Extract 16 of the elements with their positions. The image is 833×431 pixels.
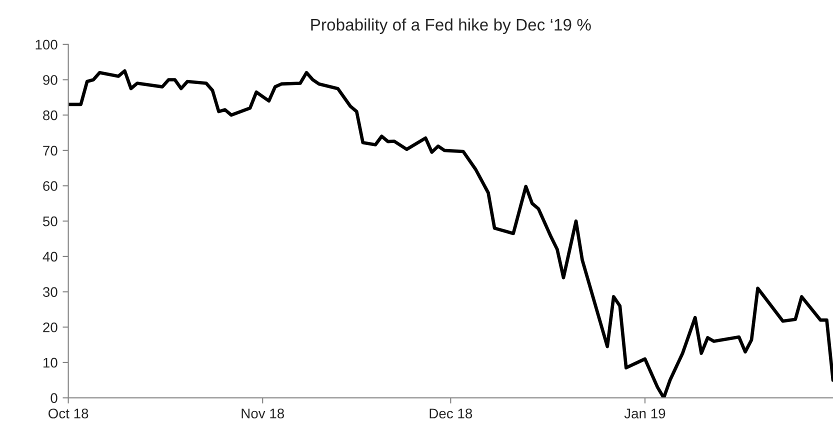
x-tick-label: Nov 18 — [242, 408, 284, 418]
y-tick-label: 50 — [43, 216, 58, 226]
y-tick-label: 90 — [43, 75, 58, 85]
y-tick-label: 100 — [36, 40, 58, 50]
x-tick-label: Dec 18 — [430, 408, 472, 418]
y-tick-label: 70 — [43, 146, 58, 156]
chart-title: Probability of a Fed hike by Dec ‘19 % — [311, 18, 591, 34]
y-tick-label: 30 — [42, 287, 58, 297]
y-tick-label: 60 — [43, 181, 58, 191]
y-tick-label: 10 — [44, 358, 58, 368]
y-tick-label: 80 — [43, 110, 58, 120]
y-tick-label: 0 — [50, 393, 58, 403]
y-tick-label: 20 — [43, 322, 58, 332]
x-tick-label: Jan 19 — [624, 408, 666, 418]
x-tick-label: Oct 18 — [48, 408, 88, 418]
y-tick-label: 40 — [42, 252, 58, 262]
